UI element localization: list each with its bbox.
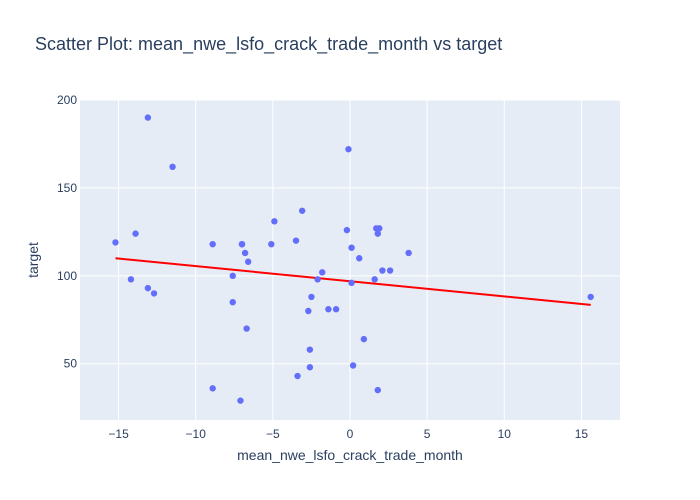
data-point xyxy=(360,335,368,343)
x-tick-label: 15 xyxy=(575,427,589,441)
data-point xyxy=(169,163,176,171)
data-point xyxy=(308,293,315,301)
data-point xyxy=(229,272,236,280)
data-point xyxy=(112,239,119,246)
y-tick-label: 50 xyxy=(64,357,78,371)
data-point xyxy=(314,276,321,283)
data-point xyxy=(374,230,381,237)
data-point xyxy=(294,372,301,380)
data-point xyxy=(349,362,357,369)
data-point xyxy=(271,218,278,225)
data-point xyxy=(332,306,340,313)
x-tick-label: 10 xyxy=(498,427,512,441)
data-point xyxy=(132,230,139,237)
data-point xyxy=(209,385,216,392)
data-point xyxy=(243,325,250,332)
data-point xyxy=(345,146,352,153)
data-point xyxy=(376,225,383,232)
data-point xyxy=(209,240,216,248)
data-point xyxy=(371,276,378,283)
data-point xyxy=(386,267,394,274)
y-tick-label: 150 xyxy=(57,181,77,195)
data-point xyxy=(379,267,386,274)
gridlines xyxy=(80,99,620,420)
data-point xyxy=(348,279,355,287)
x-tick-label: 5 xyxy=(424,427,431,441)
data-point xyxy=(144,114,152,121)
data-point xyxy=(306,364,314,371)
x-tick-label: 0 xyxy=(347,427,354,441)
data-point xyxy=(229,298,236,306)
data-point xyxy=(325,306,332,313)
data-point xyxy=(305,307,312,315)
x-tick-label: −15 xyxy=(108,427,129,441)
data-point xyxy=(348,244,355,251)
y-tick-label: 100 xyxy=(57,269,77,283)
data-point xyxy=(343,226,351,234)
data-point xyxy=(292,237,300,244)
data-point xyxy=(244,258,252,265)
data-point xyxy=(150,290,158,297)
data-point xyxy=(237,397,244,404)
data-point xyxy=(356,255,363,262)
data-point xyxy=(319,269,326,276)
x-axis-title: mean_nwe_lsfo_crack_trade_month xyxy=(237,447,463,463)
data-point xyxy=(374,386,381,394)
x-tick-label: −5 xyxy=(266,427,280,441)
x-tick-label: −10 xyxy=(186,427,207,441)
data-point xyxy=(405,249,412,257)
y-axis-title: target xyxy=(25,242,41,278)
chart-title: Scatter Plot: mean_nwe_lsfo_crack_trade_… xyxy=(35,34,502,55)
y-axis-ticks: 50 100 150 200 xyxy=(57,93,77,371)
y-tick-label: 200 xyxy=(57,93,77,107)
data-point xyxy=(587,293,594,301)
data-point xyxy=(144,284,152,292)
x-axis-ticks: −15 −10 −5 0 5 10 15 xyxy=(108,427,588,441)
data-point xyxy=(298,207,306,214)
data-point xyxy=(268,240,275,248)
data-point xyxy=(241,249,249,257)
data-point xyxy=(238,240,246,248)
scatter-points xyxy=(112,114,594,404)
data-point xyxy=(306,346,314,353)
data-point xyxy=(127,276,135,283)
